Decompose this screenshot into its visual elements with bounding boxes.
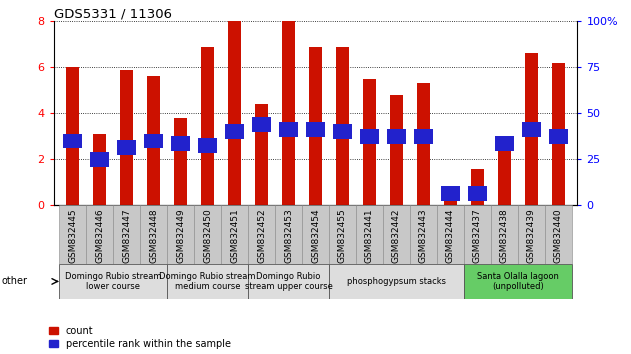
Bar bbox=[144, 133, 163, 148]
Text: GSM832451: GSM832451 bbox=[230, 208, 239, 263]
Text: GSM832437: GSM832437 bbox=[473, 208, 482, 263]
Bar bbox=[248, 205, 275, 264]
Text: GSM832445: GSM832445 bbox=[68, 208, 77, 263]
Bar bbox=[410, 205, 437, 264]
Bar bbox=[360, 129, 379, 144]
Bar bbox=[228, 21, 240, 205]
Bar bbox=[248, 264, 329, 299]
Bar bbox=[172, 136, 190, 150]
Bar bbox=[329, 264, 464, 299]
Bar bbox=[121, 70, 133, 205]
Bar bbox=[545, 205, 572, 264]
Bar bbox=[194, 205, 221, 264]
Bar bbox=[550, 129, 567, 144]
Bar bbox=[93, 134, 105, 205]
Bar bbox=[329, 205, 356, 264]
Text: other: other bbox=[1, 276, 27, 286]
Bar bbox=[90, 152, 109, 167]
Bar bbox=[387, 129, 406, 144]
Bar bbox=[256, 104, 268, 205]
Text: GSM832439: GSM832439 bbox=[527, 208, 536, 263]
Bar bbox=[391, 95, 403, 205]
Text: GSM832442: GSM832442 bbox=[392, 208, 401, 263]
Text: GSM832440: GSM832440 bbox=[554, 208, 563, 263]
Bar bbox=[468, 187, 487, 201]
Bar bbox=[307, 122, 324, 137]
Bar bbox=[552, 63, 565, 205]
Bar bbox=[464, 205, 491, 264]
Text: GSM832444: GSM832444 bbox=[446, 208, 455, 263]
Text: GSM832447: GSM832447 bbox=[122, 208, 131, 263]
Text: GDS5331 / 11306: GDS5331 / 11306 bbox=[54, 7, 172, 20]
Bar bbox=[66, 67, 79, 205]
Bar bbox=[383, 205, 410, 264]
Bar bbox=[522, 122, 541, 137]
Text: GSM832454: GSM832454 bbox=[311, 208, 320, 263]
Bar bbox=[518, 205, 545, 264]
Bar bbox=[167, 205, 194, 264]
Text: GSM832446: GSM832446 bbox=[95, 208, 104, 263]
Bar bbox=[280, 122, 298, 137]
Text: GSM832449: GSM832449 bbox=[176, 208, 185, 263]
Bar bbox=[283, 21, 295, 205]
Bar bbox=[356, 205, 383, 264]
Text: phosphogypsum stacks: phosphogypsum stacks bbox=[347, 277, 446, 286]
Bar bbox=[198, 138, 216, 153]
Text: GSM832452: GSM832452 bbox=[257, 208, 266, 263]
Bar bbox=[464, 264, 572, 299]
Text: Domingo Rubio stream
medium course: Domingo Rubio stream medium course bbox=[159, 272, 256, 291]
Text: Domingo Rubio stream
lower course: Domingo Rubio stream lower course bbox=[65, 272, 162, 291]
Bar bbox=[441, 187, 459, 201]
Bar bbox=[491, 205, 518, 264]
Text: Domingo Rubio
stream upper course: Domingo Rubio stream upper course bbox=[245, 272, 333, 291]
Text: Santa Olalla lagoon
(unpolluted): Santa Olalla lagoon (unpolluted) bbox=[477, 272, 559, 291]
Bar bbox=[59, 264, 167, 299]
Legend: count, percentile rank within the sample: count, percentile rank within the sample bbox=[49, 326, 230, 349]
Bar bbox=[498, 143, 510, 205]
Bar bbox=[495, 136, 514, 150]
Bar bbox=[309, 46, 322, 205]
Bar bbox=[86, 205, 113, 264]
Bar bbox=[140, 205, 167, 264]
Bar bbox=[336, 46, 348, 205]
Bar bbox=[117, 141, 136, 155]
Text: GSM832438: GSM832438 bbox=[500, 208, 509, 263]
Bar bbox=[526, 53, 538, 205]
Bar bbox=[252, 118, 271, 132]
Text: GSM832453: GSM832453 bbox=[284, 208, 293, 263]
Bar bbox=[302, 205, 329, 264]
Bar bbox=[64, 133, 81, 148]
Bar bbox=[444, 194, 457, 205]
Bar bbox=[415, 129, 433, 144]
Bar bbox=[275, 205, 302, 264]
Text: GSM832448: GSM832448 bbox=[149, 208, 158, 263]
Bar bbox=[418, 84, 430, 205]
Text: GSM832455: GSM832455 bbox=[338, 208, 347, 263]
Bar bbox=[59, 205, 86, 264]
Text: GSM832441: GSM832441 bbox=[365, 208, 374, 263]
Text: GSM832443: GSM832443 bbox=[419, 208, 428, 263]
Bar bbox=[148, 76, 160, 205]
Bar bbox=[174, 118, 187, 205]
Bar bbox=[167, 264, 248, 299]
Bar bbox=[471, 169, 483, 205]
Text: GSM832450: GSM832450 bbox=[203, 208, 212, 263]
Bar bbox=[363, 79, 375, 205]
Bar bbox=[113, 205, 140, 264]
Bar bbox=[225, 124, 244, 139]
Bar bbox=[221, 205, 248, 264]
Bar bbox=[437, 205, 464, 264]
Bar bbox=[201, 46, 213, 205]
Bar bbox=[333, 124, 351, 139]
